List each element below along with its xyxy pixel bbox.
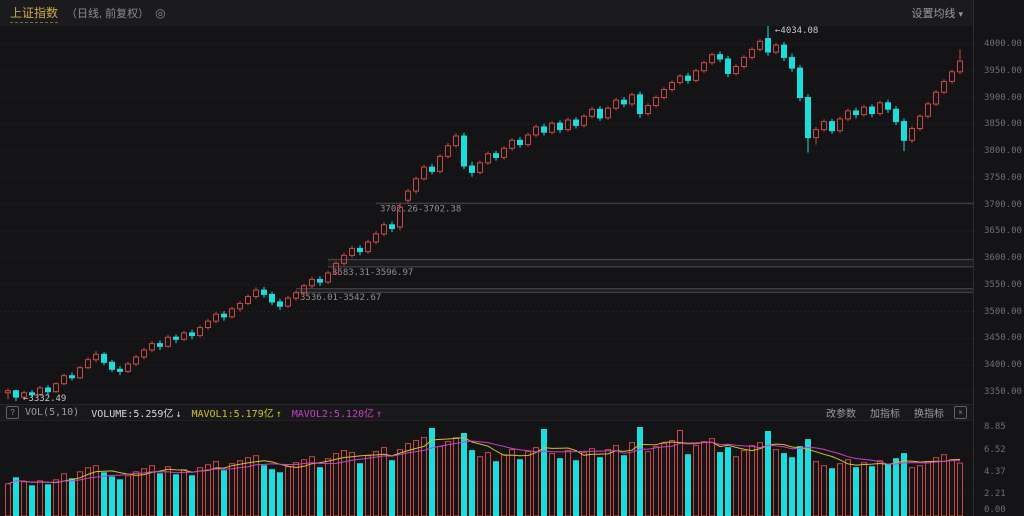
price-axis-label: 3800.00: [984, 146, 1022, 156]
camera-icon[interactable]: ◎: [155, 6, 166, 20]
price-axis-label: 3750.00: [984, 173, 1022, 183]
volume-axis-label: 4.37: [984, 467, 1006, 477]
volume-axis-label: 8.85: [984, 422, 1006, 432]
price-axis-label: 3950.00: [984, 66, 1022, 76]
chart-header: 上证指数 （日线, 前复权） ◎ 设置均线 ▾: [0, 0, 973, 26]
indicator-name[interactable]: VOL(5,10): [25, 407, 80, 418]
price-axis-label: 3700.00: [984, 200, 1022, 210]
up-arrow-icon: ↑: [275, 409, 282, 420]
price-axis-label: 3550.00: [984, 280, 1022, 290]
svg-text:←3332.49: ←3332.49: [23, 394, 66, 404]
change-params-button[interactable]: 改参数: [826, 409, 856, 420]
price-axis-label: 3850.00: [984, 119, 1022, 129]
svg-text:←4034.08: ←4034.08: [775, 26, 818, 36]
volume-chart[interactable]: [0, 421, 973, 516]
price-axis-label: 3650.00: [984, 226, 1022, 236]
price-axis-label: 4000.00: [984, 39, 1022, 49]
svg-text:3583.31-3596.97: 3583.31-3596.97: [332, 268, 413, 278]
index-title: 上证指数: [10, 4, 59, 23]
down-arrow-icon: ↓: [175, 409, 182, 420]
volume-value: VOLUME:5.259亿 ↓: [91, 409, 182, 420]
price-axis-label: 3600.00: [984, 253, 1022, 263]
volume-axis: 8.85 6.52 4.37 2.21 0.00: [974, 0, 1024, 516]
svg-text:3702.26-3702.38: 3702.26-3702.38: [380, 204, 461, 214]
axis-separator: [973, 0, 974, 516]
price-axis-label: 3350.00: [984, 387, 1022, 397]
volume-canvas[interactable]: [0, 421, 973, 516]
price-axis-label: 3500.00: [984, 307, 1022, 317]
ma-settings-button[interactable]: 设置均线 ▾: [911, 8, 963, 20]
price-axis-label: 3400.00: [984, 360, 1022, 370]
chevron-down-icon: ▾: [958, 9, 963, 19]
chart-mode-label: （日线, 前复权）: [66, 8, 150, 20]
volume-axis-label: 0.00: [984, 505, 1006, 515]
candlestick-canvas[interactable]: 3702.26-3702.38 3583.31-3596.97 3536.01-35…: [0, 26, 973, 404]
volume-axis-label: 6.52: [984, 445, 1006, 455]
mavol2-value: MAVOL2:5.120亿 ↑: [291, 409, 383, 420]
up-arrow-icon: ↑: [376, 409, 383, 420]
volume-axis-label: 2.21: [984, 489, 1006, 499]
help-icon[interactable]: ?: [6, 406, 19, 419]
price-axis: 4000.00 3950.00 3900.00 3850.00 3800.00 3750.…: [974, 0, 1024, 516]
candlestick-chart[interactable]: 3702.26-3702.38 3583.31-3596.97 3536.01-35…: [0, 26, 973, 404]
svg-text:3536.01-3542.67: 3536.01-3542.67: [300, 293, 381, 303]
switch-indicator-button[interactable]: 换指标: [914, 409, 944, 420]
mavol1-value: MAVOL1:5.179亿 ↑: [191, 409, 282, 420]
volume-header: ? VOL(5,10) VOLUME:5.259亿 ↓ MAVOL1:5.179亿…: [0, 404, 973, 421]
price-axis-label: 3450.00: [984, 333, 1022, 343]
price-axis-label: 3900.00: [984, 93, 1022, 103]
close-icon[interactable]: ×: [954, 406, 967, 419]
add-indicator-button[interactable]: 加指标: [870, 409, 900, 420]
